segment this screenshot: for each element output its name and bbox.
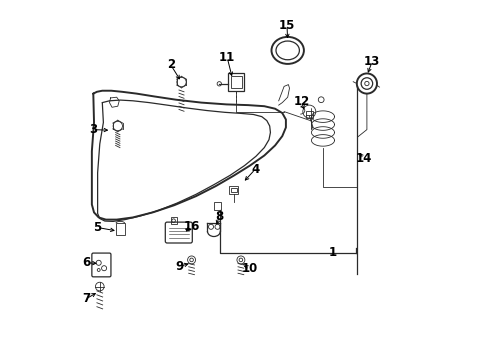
Text: 4: 4 (251, 163, 259, 176)
Text: 3: 3 (89, 123, 97, 136)
Text: 14: 14 (355, 152, 371, 165)
Bar (170, 217, 177, 224)
Text: 11: 11 (219, 51, 235, 64)
Bar (305, 111, 312, 118)
Bar (228, 186, 238, 194)
Text: 1: 1 (328, 246, 336, 258)
Bar (116, 223, 124, 235)
Text: 9: 9 (175, 260, 183, 273)
Bar (213, 202, 221, 210)
Text: 12: 12 (293, 95, 309, 108)
Text: 10: 10 (241, 262, 258, 275)
Text: 13: 13 (364, 55, 380, 68)
Bar (228, 73, 244, 91)
Bar (230, 188, 236, 192)
Text: 16: 16 (183, 220, 200, 233)
Text: 8: 8 (215, 210, 223, 222)
Text: 2: 2 (166, 58, 174, 71)
Text: 7: 7 (82, 292, 90, 305)
Text: 6: 6 (82, 256, 91, 269)
Text: 15: 15 (278, 19, 295, 32)
Bar (231, 76, 241, 88)
Text: 5: 5 (93, 221, 102, 234)
